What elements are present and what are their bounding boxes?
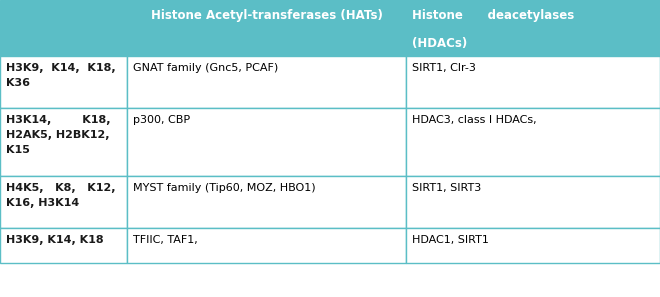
Text: H3K9, K14, K18: H3K9, K14, K18 [6, 235, 104, 245]
Bar [127, 228, 406, 263]
Bar [406, 108, 660, 176]
Bar [127, 108, 406, 176]
Bar [406, 0, 660, 30]
Bar [406, 176, 660, 228]
Text: HDAC3, class I HDACs,: HDAC3, class I HDACs, [412, 115, 537, 125]
Text: SIRT1, Clr-3: SIRT1, Clr-3 [412, 63, 476, 73]
Bar [0, 56, 127, 108]
Text: HDAC1, SIRT1: HDAC1, SIRT1 [412, 235, 489, 245]
Bar [0, 30, 127, 56]
Text: MYST family (Tip60, MOZ, HBO1): MYST family (Tip60, MOZ, HBO1) [133, 183, 316, 193]
Text: H4K5,   K8,   K12,
K16, H3K14: H4K5, K8, K12, K16, H3K14 [6, 183, 115, 208]
Bar [127, 0, 406, 30]
Bar [127, 56, 406, 108]
Text: Histone      deacetylases: Histone deacetylases [412, 9, 574, 21]
Bar [0, 108, 127, 176]
Bar [406, 228, 660, 263]
Text: H3K14,        K18,
H2AK5, H2BK12,
K15: H3K14, K18, H2AK5, H2BK12, K15 [6, 115, 110, 155]
Text: H3K9,  K14,  K18,
K36: H3K9, K14, K18, K36 [6, 63, 115, 88]
Text: TFIIC, TAF1,: TFIIC, TAF1, [133, 235, 198, 245]
Text: SIRT1, SIRT3: SIRT1, SIRT3 [412, 183, 481, 193]
Bar [127, 30, 406, 56]
Bar [0, 176, 127, 228]
Text: p300, CBP: p300, CBP [133, 115, 191, 125]
Text: GNAT family (Gnc5, PCAF): GNAT family (Gnc5, PCAF) [133, 63, 279, 73]
Text: Histone Acetyl-transferases (HATs): Histone Acetyl-transferases (HATs) [150, 9, 383, 21]
Bar [406, 56, 660, 108]
Bar [0, 228, 127, 263]
Bar [127, 176, 406, 228]
Bar [406, 30, 660, 56]
Text: (HDACs): (HDACs) [412, 37, 467, 50]
Bar [0, 0, 127, 30]
